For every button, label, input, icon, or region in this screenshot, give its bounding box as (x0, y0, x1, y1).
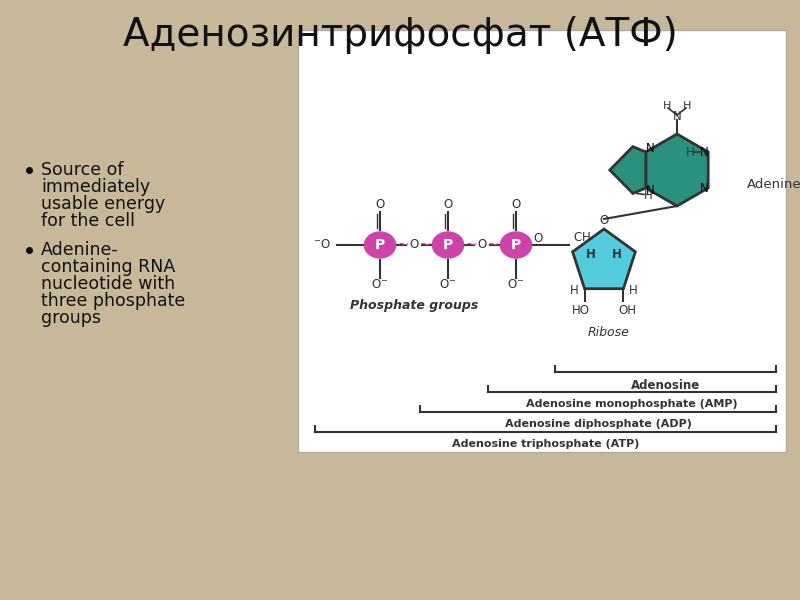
Ellipse shape (432, 232, 464, 258)
Text: N: N (646, 142, 654, 154)
Text: ~: ~ (465, 236, 478, 251)
Text: Аденозинтрифосфат (АТФ): Аденозинтрифосфат (АТФ) (122, 16, 678, 54)
Text: O: O (410, 238, 418, 251)
Text: Adenine: Adenine (747, 179, 800, 191)
Ellipse shape (364, 232, 396, 258)
Text: Adenine-: Adenine- (41, 241, 118, 259)
Text: H: H (643, 189, 652, 202)
Text: O: O (478, 238, 486, 251)
Text: immediately: immediately (41, 178, 150, 196)
Text: for the cell: for the cell (41, 212, 135, 230)
Text: P: P (443, 238, 453, 252)
Ellipse shape (501, 232, 532, 258)
Text: ~: ~ (486, 236, 499, 251)
Text: H: H (586, 247, 596, 260)
Text: O: O (443, 199, 453, 211)
Text: H: H (683, 101, 691, 111)
Text: P: P (375, 238, 385, 252)
Text: Adenosine diphosphate (ADP): Adenosine diphosphate (ADP) (505, 419, 691, 429)
Text: H: H (663, 101, 671, 111)
Text: O$^{-}$: O$^{-}$ (439, 278, 457, 292)
Text: Source of: Source of (41, 161, 123, 179)
Text: N: N (700, 145, 709, 158)
Text: O$^{-}$: O$^{-}$ (507, 278, 525, 292)
Text: O: O (375, 199, 385, 211)
Text: H: H (612, 247, 622, 260)
Text: groups: groups (41, 309, 101, 327)
Text: N: N (700, 181, 709, 194)
Text: O: O (599, 214, 609, 226)
Text: OH: OH (618, 304, 636, 317)
Text: Adenosine monophosphate (AMP): Adenosine monophosphate (AMP) (526, 399, 738, 409)
Polygon shape (573, 229, 635, 289)
Text: HO: HO (572, 304, 590, 317)
Text: nucleotide with: nucleotide with (41, 275, 175, 293)
Text: H: H (629, 284, 638, 297)
Text: usable energy: usable energy (41, 195, 166, 213)
Text: Phosphate groups: Phosphate groups (350, 298, 478, 311)
Text: O$^{-}$: O$^{-}$ (371, 278, 389, 292)
Bar (298, 30, 786, 452)
Text: O: O (534, 232, 542, 245)
Text: $^{-}$O: $^{-}$O (313, 238, 331, 251)
Text: H: H (686, 145, 694, 158)
Text: ~: ~ (418, 236, 431, 251)
Polygon shape (610, 146, 646, 193)
Text: N: N (673, 109, 682, 122)
Text: three phosphate: three phosphate (41, 292, 186, 310)
Text: Adenosine: Adenosine (631, 379, 700, 392)
Text: O: O (511, 199, 521, 211)
Text: CH$_2$: CH$_2$ (574, 230, 597, 245)
Text: Ribose: Ribose (588, 326, 630, 340)
Text: P: P (511, 238, 521, 252)
Text: H: H (570, 284, 579, 297)
Polygon shape (646, 134, 708, 206)
Text: ~: ~ (397, 236, 410, 251)
Text: containing RNA: containing RNA (41, 258, 175, 276)
Text: N: N (646, 184, 654, 196)
Text: Adenosine triphosphate (ATP): Adenosine triphosphate (ATP) (452, 439, 639, 449)
